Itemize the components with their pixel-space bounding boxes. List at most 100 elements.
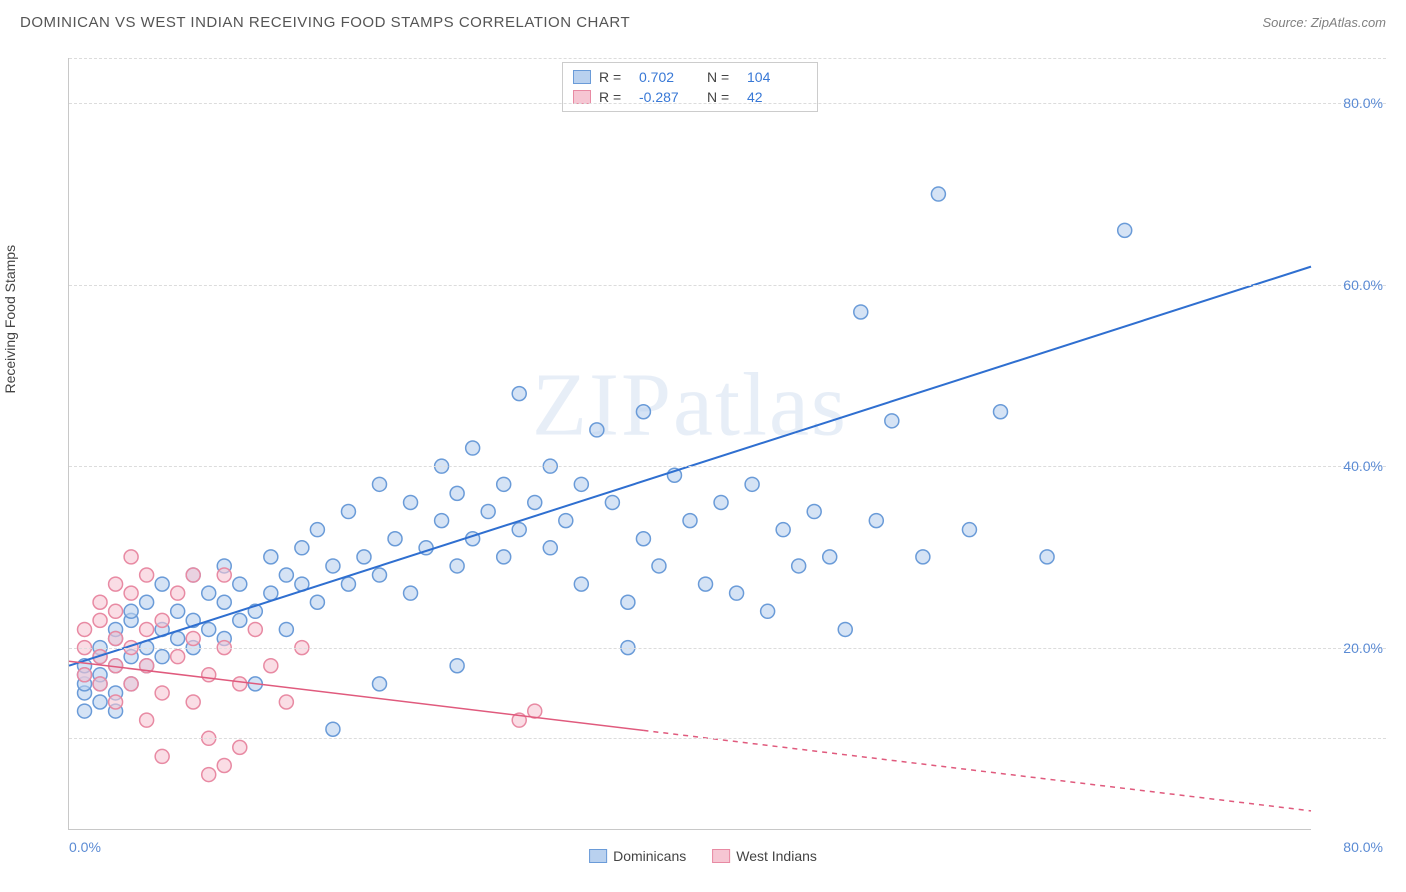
data-point: [341, 505, 355, 519]
data-point: [124, 677, 138, 691]
data-point: [574, 477, 588, 491]
legend-swatch: [589, 849, 607, 863]
correlation-legend: R =0.702N =104R =-0.287N =42: [562, 62, 818, 112]
plot-area: ZIPatlas R =0.702N =104R =-0.287N =42 0.…: [68, 58, 1311, 830]
data-point: [202, 586, 216, 600]
data-point: [326, 559, 340, 573]
data-point: [233, 677, 247, 691]
data-point: [264, 659, 278, 673]
data-point: [264, 550, 278, 564]
data-point: [78, 668, 92, 682]
data-point: [248, 622, 262, 636]
data-point: [962, 523, 976, 537]
data-point: [823, 550, 837, 564]
stat-value-n: 104: [747, 69, 807, 85]
data-point: [93, 695, 107, 709]
data-point: [714, 495, 728, 509]
data-point: [171, 632, 185, 646]
data-point: [78, 622, 92, 636]
legend-item: Dominicans: [589, 848, 686, 864]
data-point: [109, 604, 123, 618]
data-point: [636, 532, 650, 546]
data-point: [124, 604, 138, 618]
legend-label: West Indians: [736, 848, 817, 864]
data-point: [497, 550, 511, 564]
data-point: [233, 740, 247, 754]
data-point: [233, 613, 247, 627]
data-point: [279, 622, 293, 636]
data-point: [512, 523, 526, 537]
data-point: [450, 659, 464, 673]
data-point: [124, 586, 138, 600]
y-tick-label: 20.0%: [1343, 640, 1383, 656]
data-point: [435, 514, 449, 528]
data-point: [186, 695, 200, 709]
data-point: [699, 577, 713, 591]
data-point: [807, 505, 821, 519]
data-point: [109, 695, 123, 709]
data-point: [93, 677, 107, 691]
data-point: [994, 405, 1008, 419]
data-point: [404, 586, 418, 600]
regression-line-extrapolated: [643, 730, 1311, 810]
data-point: [140, 595, 154, 609]
x-tick-min: 0.0%: [69, 839, 101, 855]
data-point: [310, 523, 324, 537]
data-point: [854, 305, 868, 319]
data-point: [186, 632, 200, 646]
data-point: [109, 577, 123, 591]
data-point: [590, 423, 604, 437]
data-point: [233, 577, 247, 591]
data-point: [373, 568, 387, 582]
gridline: [69, 285, 1386, 286]
data-point: [605, 495, 619, 509]
data-point: [388, 532, 402, 546]
data-point: [574, 577, 588, 591]
data-point: [124, 550, 138, 564]
data-point: [373, 677, 387, 691]
data-point: [931, 187, 945, 201]
data-point: [745, 477, 759, 491]
y-tick-label: 80.0%: [1343, 95, 1383, 111]
data-point: [155, 577, 169, 591]
data-point: [761, 604, 775, 618]
chart-title: DOMINICAN VS WEST INDIAN RECEIVING FOOD …: [20, 14, 630, 31]
data-point: [838, 622, 852, 636]
data-point: [140, 568, 154, 582]
legend-label: Dominicans: [613, 848, 686, 864]
data-point: [497, 477, 511, 491]
data-point: [202, 622, 216, 636]
data-point: [683, 514, 697, 528]
data-point: [730, 586, 744, 600]
data-point: [792, 559, 806, 573]
data-point: [155, 686, 169, 700]
data-point: [93, 613, 107, 627]
data-point: [186, 568, 200, 582]
data-point: [528, 495, 542, 509]
y-tick-label: 60.0%: [1343, 277, 1383, 293]
data-point: [512, 387, 526, 401]
data-point: [140, 713, 154, 727]
data-point: [357, 550, 371, 564]
data-point: [155, 650, 169, 664]
gridline: [69, 58, 1386, 59]
data-point: [155, 613, 169, 627]
gridline: [69, 648, 1386, 649]
gridline: [69, 466, 1386, 467]
data-point: [1118, 223, 1132, 237]
legend-swatch: [573, 70, 591, 84]
data-point: [279, 568, 293, 582]
data-point: [155, 749, 169, 763]
gridline: [69, 738, 1386, 739]
data-point: [916, 550, 930, 564]
correlation-legend-row: R =0.702N =104: [573, 67, 807, 87]
data-point: [869, 514, 883, 528]
data-point: [171, 650, 185, 664]
data-point: [373, 477, 387, 491]
gridline: [69, 103, 1386, 104]
chart-container: Receiving Food Stamps ZIPatlas R =0.702N…: [20, 50, 1386, 872]
series-legend: Dominicans West Indians: [589, 848, 817, 864]
data-point: [450, 559, 464, 573]
data-point: [171, 604, 185, 618]
data-point: [217, 759, 231, 773]
